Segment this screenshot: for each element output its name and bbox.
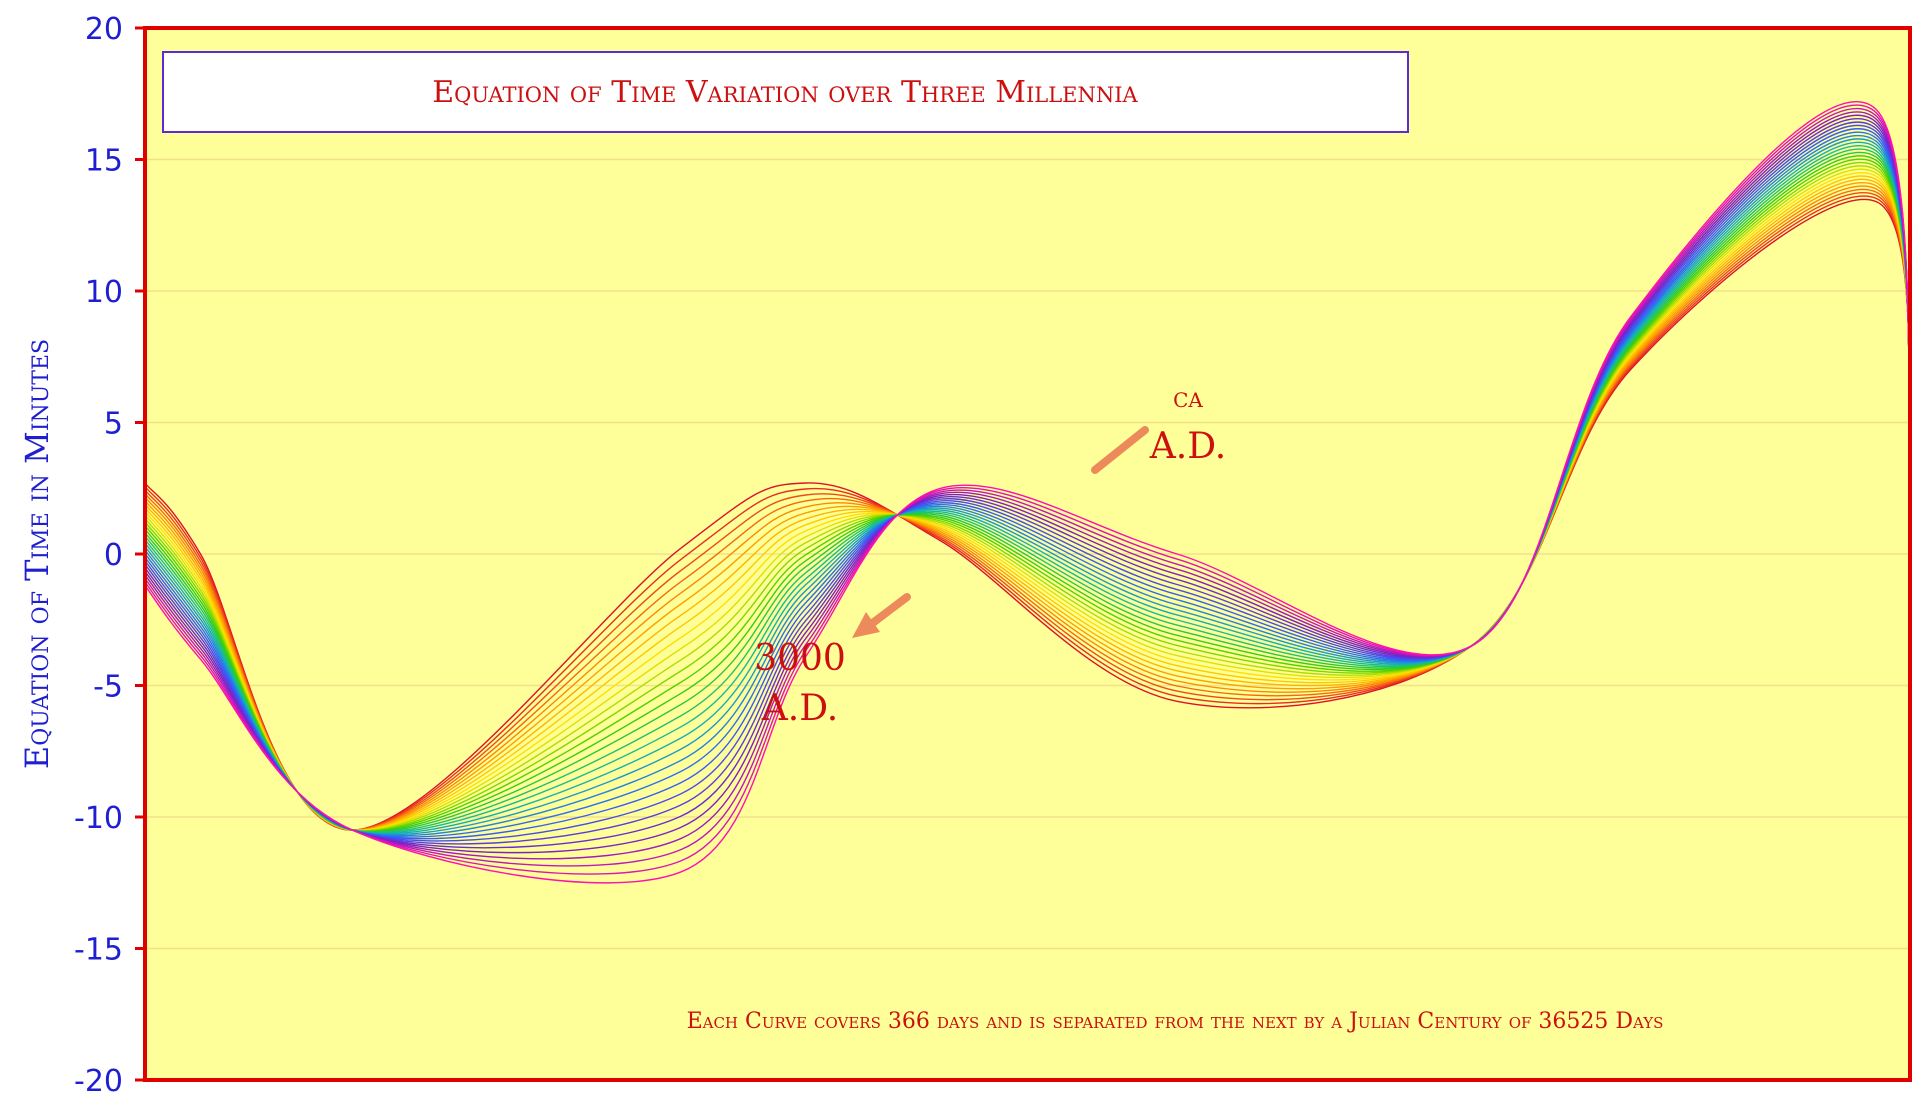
late-annotation-line2: A.D. xyxy=(761,688,838,729)
y-tick-label: 0 xyxy=(104,538,123,573)
title-box xyxy=(162,51,1409,133)
y-tick-label: 5 xyxy=(104,407,123,442)
y-tick-label: -20 xyxy=(74,1064,123,1099)
early-pointer xyxy=(1091,426,1149,474)
y-axis-label: Equation of Time in Minutes xyxy=(18,339,56,769)
chart-title: Equation of Time Variation over Three Mi… xyxy=(432,75,1138,110)
y-tick-label: 15 xyxy=(85,144,123,179)
y-tick-label: -5 xyxy=(93,670,123,705)
y-tick-label: -10 xyxy=(74,801,123,836)
early-annotation-line1: ca xyxy=(1173,381,1203,414)
y-tick-label: 10 xyxy=(85,275,123,310)
gridlines xyxy=(145,158,1910,950)
y-tick-label: 20 xyxy=(85,12,123,47)
series-line xyxy=(144,101,1911,884)
early-annotation-line2: A.D. xyxy=(1149,426,1226,467)
curves xyxy=(144,101,1911,884)
y-tick-label: -15 xyxy=(74,933,123,968)
y-axis: 20 15 10 5 0 -5 -10 -15 -20 xyxy=(74,12,145,1099)
late-arrow-head xyxy=(852,612,880,638)
footnote: Each Curve covers 366 days and is separa… xyxy=(687,1009,1664,1034)
late-arrow-shaft xyxy=(866,593,911,629)
late-annotation-line1: 3000 xyxy=(754,638,846,679)
